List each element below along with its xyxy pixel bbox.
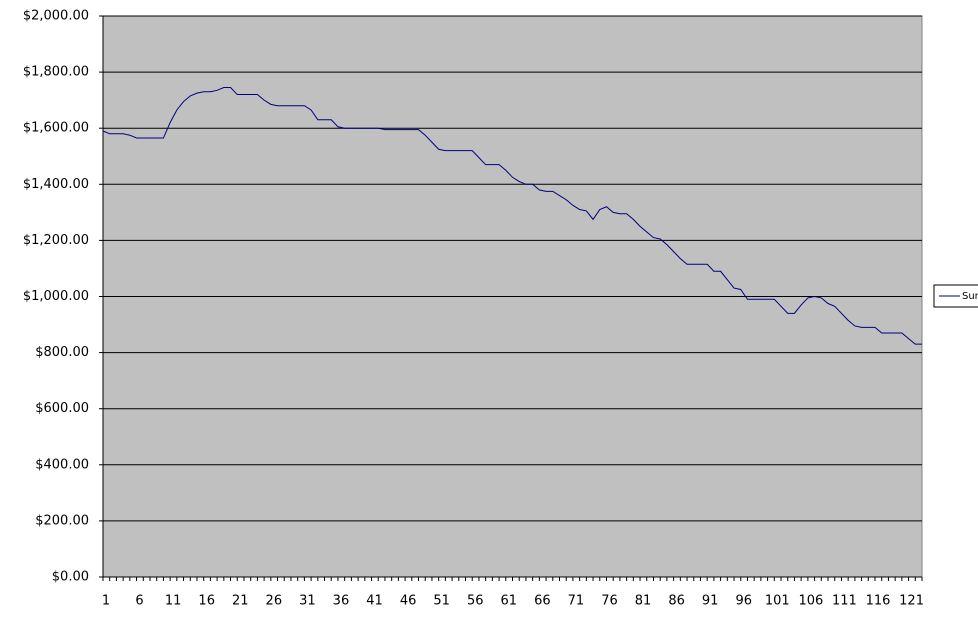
x-tick-label: 116 bbox=[866, 594, 891, 609]
y-tick-label: $0.00 bbox=[52, 570, 89, 585]
x-tick-label: 1 bbox=[102, 594, 110, 609]
legend-label: Sum bbox=[962, 291, 978, 302]
x-tick-label: 31 bbox=[299, 594, 316, 609]
series-line bbox=[102, 87, 922, 345]
x-tick-label: 21 bbox=[232, 594, 249, 609]
x-tick-label: 86 bbox=[668, 594, 685, 609]
x-tick-label: 51 bbox=[433, 594, 450, 609]
x-tick-label: 81 bbox=[635, 594, 652, 609]
x-tick-label: 56 bbox=[467, 594, 484, 609]
x-tick-label: 66 bbox=[534, 594, 551, 609]
x-tick-label: 36 bbox=[333, 594, 350, 609]
x-tick-label: 26 bbox=[266, 594, 283, 609]
y-tick-label: $400.00 bbox=[35, 457, 89, 472]
x-tick-label: 96 bbox=[735, 594, 752, 609]
y-tick-label: $800.00 bbox=[35, 345, 89, 360]
y-tick-label: $1,200.00 bbox=[23, 233, 89, 248]
x-tick-label: 71 bbox=[568, 594, 585, 609]
y-tick-label: $1,600.00 bbox=[23, 121, 89, 136]
x-tick-label: 101 bbox=[765, 594, 790, 609]
x-tick-label: 121 bbox=[899, 594, 924, 609]
x-tick-label: 16 bbox=[198, 594, 215, 609]
x-tick-label: 91 bbox=[702, 594, 719, 609]
y-tick-label: $1,400.00 bbox=[23, 177, 89, 192]
x-tick-label: 61 bbox=[501, 594, 518, 609]
y-tick-label: $2,000.00 bbox=[23, 9, 89, 24]
x-tick-label: 11 bbox=[165, 594, 182, 609]
x-tick-label: 46 bbox=[400, 594, 417, 609]
x-tick-label: 106 bbox=[798, 594, 823, 609]
x-tick-label: 41 bbox=[366, 594, 383, 609]
x-tick-label: 76 bbox=[601, 594, 618, 609]
y-tick-label: $1,000.00 bbox=[23, 289, 89, 304]
x-tick-label: 111 bbox=[832, 594, 857, 609]
x-tick-label: 6 bbox=[135, 594, 143, 609]
y-tick-label: $600.00 bbox=[35, 401, 89, 416]
y-tick-label: $1,800.00 bbox=[23, 65, 89, 80]
y-tick-label: $200.00 bbox=[35, 513, 89, 528]
